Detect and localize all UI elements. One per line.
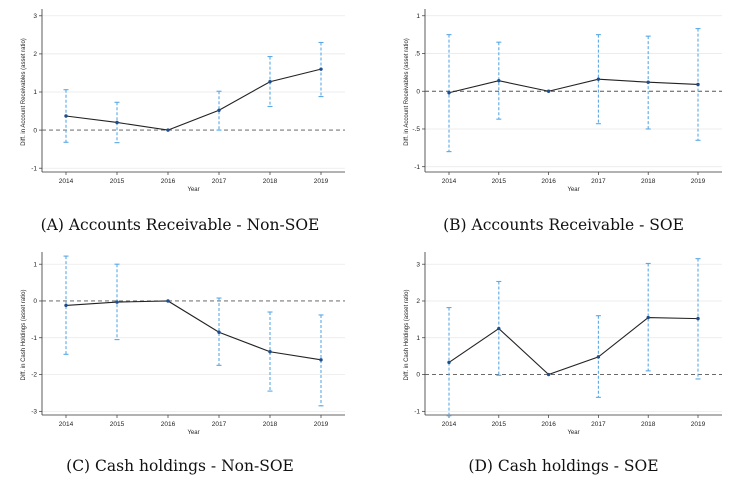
data-point (166, 299, 170, 303)
x-tick-label: 2019 (691, 178, 706, 185)
data-point (696, 82, 700, 87)
caption-a: (A) Accounts Receivable - Non-SOE (40, 216, 320, 234)
data-point (646, 80, 650, 84)
x-axis-title: Year (187, 430, 199, 436)
data-point (319, 358, 323, 362)
x-tick-label: 2014 (442, 421, 457, 428)
x-tick-label: 2014 (59, 421, 74, 428)
chart-svg-a: -1 0 1 2 3 2014 2015 2016 2017 2018 2019 Year Diff. … (21, 9, 345, 193)
y-tick-label: 1 (33, 261, 37, 268)
data-point (64, 303, 68, 308)
data-point (596, 355, 601, 359)
chart-svg-c: -3 -2 -1 0 1 2014 2015 2016 2017 2018 2019 Year Diff… (21, 252, 345, 436)
chart-panel-d: -1 0 1 2 3 2014 2015 2016 2017 2018 2019 Year Diff. … (378, 245, 747, 445)
y-tick-label: -1 (31, 165, 37, 172)
x-tick-label: 2018 (641, 421, 656, 428)
y-axis-title: Diff. in Account Receivables (asset rati… (404, 38, 410, 146)
series-line (448, 316, 699, 376)
chart-svg-d: -1 0 1 2 3 2014 2015 2016 2017 2018 2019 Year Diff. … (404, 252, 722, 436)
x-tick-label: 2017 (591, 178, 606, 185)
x-tick-label: 2019 (691, 421, 706, 428)
x-tick-label: 2016 (541, 421, 556, 428)
x-tick-label: 2017 (212, 421, 227, 428)
x-tick-label: 2015 (492, 178, 507, 185)
y-tick-label: 0 (33, 127, 37, 134)
x-axis-title: Year (567, 430, 579, 436)
y-tick-label: 3 (33, 13, 37, 20)
data-point (546, 89, 551, 93)
chart-panel-c: -3 -2 -1 0 1 2014 2015 2016 2017 2018 2019 Year Diff… (0, 245, 370, 445)
data-point (268, 80, 272, 84)
data-point (319, 67, 323, 71)
x-tick-label: 2019 (314, 421, 329, 428)
y-tick-label: -3 (31, 409, 37, 416)
y-axis-title: Diff. in Cash Holdings (asset ratio) (21, 290, 27, 381)
y-tick-label: 0 (416, 88, 420, 95)
x-tick-label: 2017 (591, 421, 606, 428)
x-tick-label: 2016 (161, 178, 176, 185)
x-tick-label: 2016 (541, 178, 556, 185)
y-tick-label: 1 (416, 335, 420, 342)
chart-svg-b: -1 -.5 0 .5 1 2014 2015 2016 2017 2018 2019 Year Dif… (404, 9, 722, 193)
x-tick-label: 2017 (212, 178, 227, 185)
data-point (64, 114, 68, 118)
series-line (65, 300, 322, 361)
y-tick-label: 2 (33, 51, 37, 58)
y-tick-label: -.5 (412, 126, 420, 133)
data-point (447, 360, 451, 365)
y-tick-label: 1 (416, 13, 420, 20)
x-tick-label: 2018 (263, 421, 278, 428)
y-tick-label: .5 (415, 51, 421, 58)
y-tick-label: 3 (416, 261, 420, 268)
data-point (696, 316, 700, 321)
y-tick-label: -2 (31, 372, 37, 379)
x-tick-label: 2018 (641, 178, 656, 185)
x-tick-label: 2015 (492, 421, 507, 428)
x-axis-title: Year (187, 187, 199, 193)
data-point (115, 300, 119, 304)
data-point (447, 91, 451, 95)
x-tick-label: 2015 (110, 178, 125, 185)
x-tick-label: 2016 (161, 421, 176, 428)
data-point (217, 108, 221, 112)
data-point (497, 326, 501, 331)
y-tick-label: 0 (416, 372, 420, 379)
data-point (166, 128, 170, 132)
caption-b: (B) Accounts Receivable - SOE (443, 216, 684, 234)
chart-panel-b: -1 -.5 0 .5 1 2014 2015 2016 2017 2018 2019 Year Dif… (378, 0, 747, 200)
y-tick-label: -1 (31, 335, 37, 342)
x-tick-label: 2018 (263, 178, 278, 185)
series-line (448, 78, 699, 94)
data-point (217, 330, 221, 334)
data-point (115, 120, 119, 125)
x-tick-label: 2014 (59, 178, 74, 185)
x-tick-label: 2015 (110, 421, 125, 428)
y-axis-title: Diff. in Account Receivables (asset rati… (21, 38, 27, 146)
chart-panel-a: -1 0 1 2 3 2014 2015 2016 2017 2018 2019 Year Diff. … (0, 0, 370, 200)
data-point (646, 315, 650, 320)
caption-c: (C) Cash holdings - Non-SOE (66, 457, 294, 475)
data-point (268, 350, 272, 354)
y-axis-title: Diff. in Cash Holdings (asset ratio) (404, 290, 410, 381)
series-line (65, 68, 322, 131)
x-axis-title: Year (567, 187, 579, 193)
x-tick-label: 2019 (314, 178, 329, 185)
y-tick-label: 0 (33, 298, 37, 305)
y-tick-label: 1 (33, 89, 37, 96)
data-point (497, 78, 501, 83)
y-tick-label: -1 (414, 409, 420, 416)
data-point (546, 372, 551, 377)
data-point (596, 77, 601, 81)
x-tick-label: 2014 (442, 178, 457, 185)
y-tick-label: -1 (414, 164, 420, 171)
y-tick-label: 2 (416, 298, 420, 305)
caption-d: (D) Cash holdings - SOE (468, 457, 659, 475)
